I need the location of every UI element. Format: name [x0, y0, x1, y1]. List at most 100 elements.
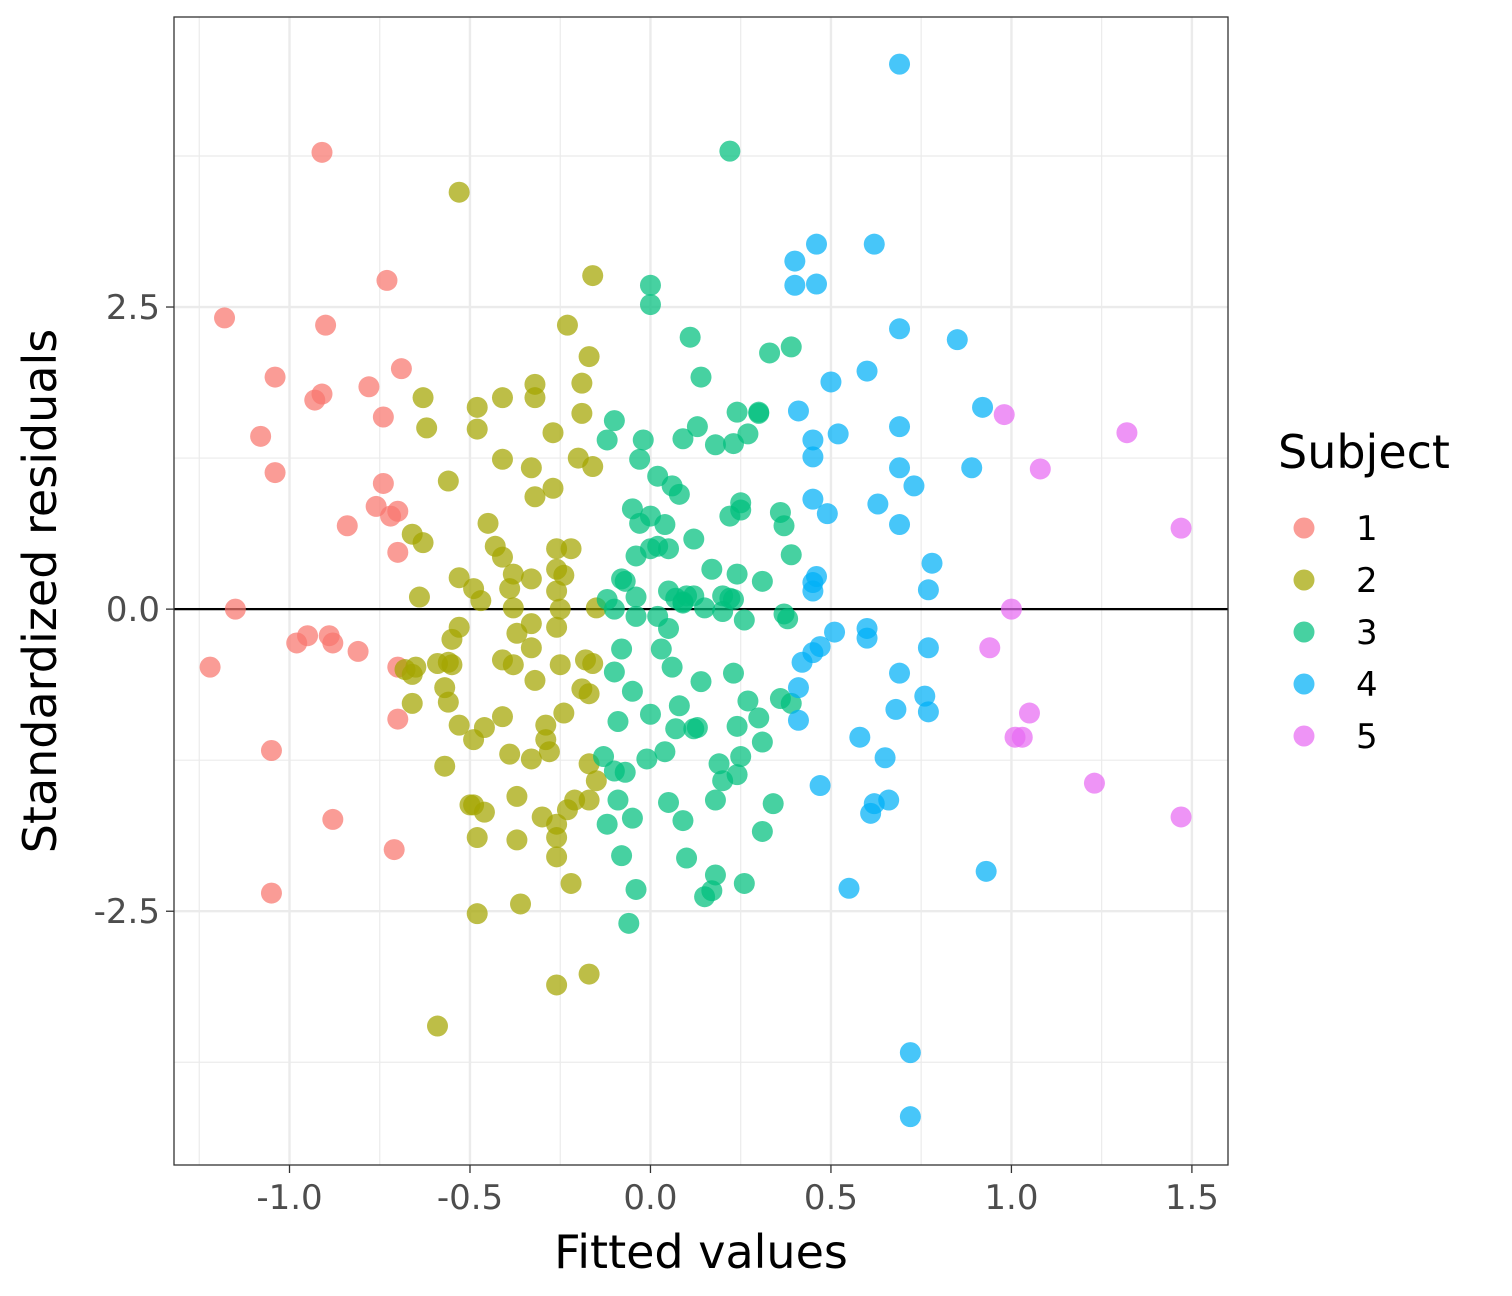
point-subject-3: [777, 608, 799, 630]
point-subject-3: [672, 810, 694, 832]
legend-title: Subject: [1278, 425, 1450, 479]
legend-label-4: 4: [1356, 665, 1378, 705]
legend-label-1: 1: [1356, 509, 1378, 549]
point-subject-3: [748, 707, 770, 729]
point-subject-4: [787, 709, 809, 731]
point-subject-1: [358, 376, 380, 398]
point-subject-3: [712, 770, 734, 792]
point-subject-3: [730, 746, 752, 768]
point-subject-4: [820, 371, 842, 393]
point-subject-2: [520, 457, 542, 479]
point-subject-2: [538, 741, 560, 763]
point-subject-2: [553, 702, 575, 724]
legend-key-4: [1293, 673, 1315, 695]
point-subject-2: [549, 598, 571, 620]
point-subject-4: [889, 457, 911, 479]
point-subject-3: [751, 731, 773, 753]
point-subject-1: [250, 425, 272, 447]
point-subject-1: [372, 406, 394, 428]
point-subject-3: [722, 662, 744, 684]
point-subject-2: [401, 663, 423, 685]
point-subject-4: [802, 488, 824, 510]
point-subject-1: [311, 383, 333, 405]
point-subject-2: [477, 512, 499, 534]
legend-label-2: 2: [1356, 561, 1378, 601]
y-tick-label: 0.0: [106, 590, 160, 630]
point-subject-4: [874, 747, 896, 769]
data-points: [199, 53, 1192, 1128]
point-subject-4: [889, 53, 911, 75]
point-subject-4: [917, 637, 939, 659]
point-subject-2: [520, 568, 542, 590]
point-subject-3: [686, 717, 708, 739]
point-subject-4: [917, 579, 939, 601]
point-subject-3: [780, 544, 802, 566]
point-subject-3: [639, 294, 661, 316]
point-subject-3: [733, 609, 755, 631]
point-subject-4: [849, 726, 871, 748]
point-subject-2: [412, 387, 434, 409]
point-subject-1: [214, 307, 236, 329]
point-subject-2: [427, 1015, 448, 1037]
point-subject-3: [701, 558, 723, 580]
point-subject-3: [632, 429, 654, 451]
point-subject-1: [322, 808, 344, 830]
point-subject-3: [719, 140, 741, 162]
point-subject-1: [387, 708, 409, 730]
point-subject-4: [917, 701, 939, 723]
point-subject-2: [582, 265, 604, 287]
point-subject-3: [668, 695, 690, 717]
point-subject-2: [463, 729, 485, 751]
point-subject-2: [520, 637, 542, 659]
point-subject-2: [546, 974, 568, 996]
point-subject-1: [260, 740, 282, 762]
point-subject-2: [466, 903, 488, 925]
point-subject-4: [921, 552, 943, 574]
point-subject-3: [668, 483, 690, 505]
point-subject-2: [466, 827, 488, 849]
point-subject-1: [390, 358, 412, 380]
point-subject-1: [387, 500, 409, 522]
point-subject-3: [661, 656, 683, 678]
point-subject-5: [979, 637, 1001, 659]
point-subject-4: [975, 860, 997, 882]
point-subject-3: [607, 711, 629, 733]
legend-key-2: [1293, 569, 1315, 591]
y-axis-title: Standardized residuals: [13, 329, 67, 854]
point-subject-1: [387, 541, 409, 563]
point-subject-4: [946, 329, 968, 351]
x-tick-label: -1.0: [256, 1178, 322, 1218]
point-subject-3: [690, 671, 712, 693]
point-subject-2: [571, 402, 593, 424]
point-subject-5: [1170, 517, 1192, 539]
point-subject-1: [383, 839, 405, 861]
point-subject-3: [603, 410, 625, 432]
point-subject-3: [596, 813, 618, 835]
point-subject-4: [806, 273, 828, 295]
point-subject-4: [903, 475, 925, 497]
point-subject-1: [199, 656, 221, 678]
point-subject-3: [672, 428, 694, 450]
point-subject-3: [726, 401, 748, 423]
legend-label-5: 5: [1356, 717, 1378, 757]
point-subject-3: [704, 864, 726, 886]
point-subject-5: [1116, 422, 1138, 444]
point-subject-2: [524, 486, 546, 508]
point-subject-3: [596, 429, 618, 451]
point-subject-4: [787, 677, 809, 699]
point-subject-3: [593, 746, 615, 768]
point-subject-2: [542, 422, 564, 444]
point-subject-2: [437, 470, 459, 492]
point-subject-2: [546, 827, 568, 849]
point-subject-3: [773, 515, 795, 537]
point-subject-3: [625, 605, 647, 627]
point-subject-2: [578, 789, 600, 811]
point-subject-3: [611, 845, 633, 867]
point-subject-2: [546, 846, 568, 868]
point-subject-3: [614, 570, 636, 592]
legend-key-1: [1293, 517, 1315, 539]
point-subject-3: [722, 433, 744, 455]
point-subject-3: [690, 366, 712, 388]
point-subject-3: [625, 878, 647, 900]
